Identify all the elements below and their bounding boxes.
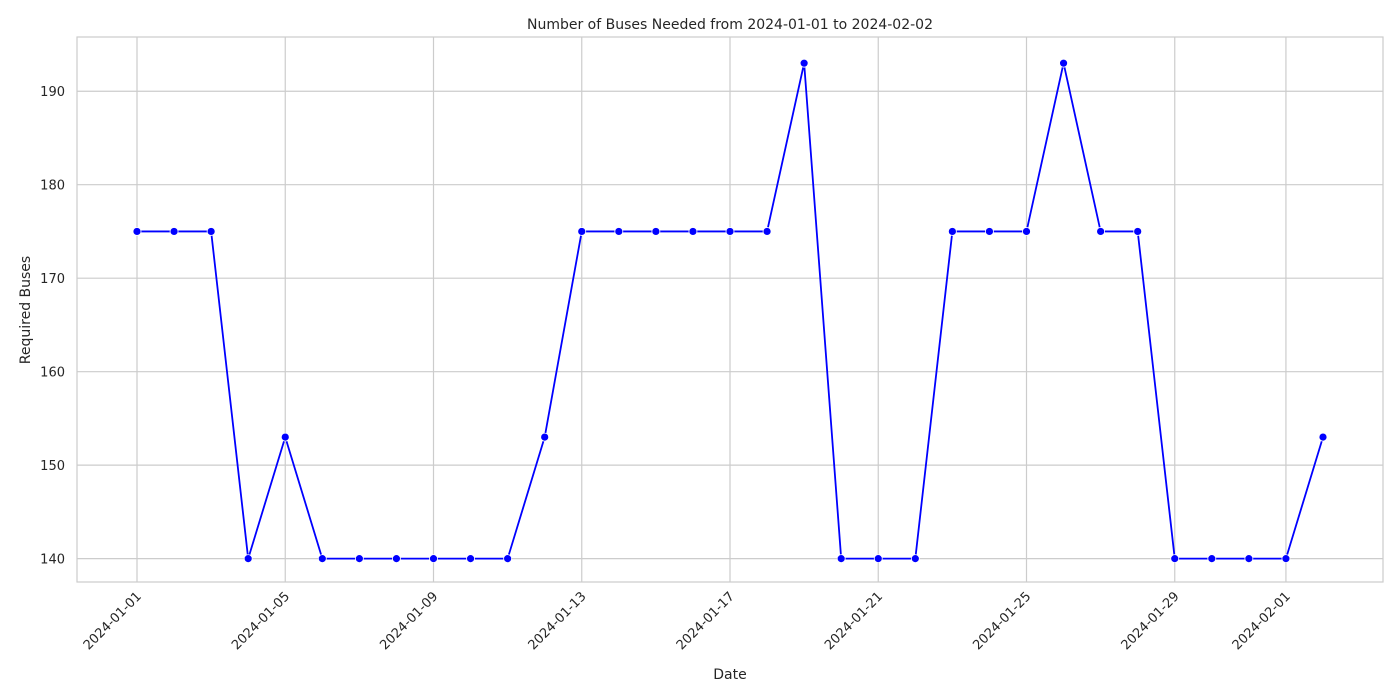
y-axis-ticks: 140 150 160 170 180 190 [40, 85, 65, 567]
data-point [688, 227, 698, 236]
y-tick-label: 190 [40, 85, 65, 100]
data-point [1207, 554, 1217, 564]
data-point [429, 554, 438, 564]
x-axis-title: Date [713, 667, 746, 683]
x-tick-label: 2024-01-17 [674, 589, 738, 653]
data-point [725, 227, 735, 236]
data-point [799, 58, 809, 68]
data-point [280, 432, 290, 442]
data-point [206, 227, 216, 236]
plot-frame [76, 36, 1384, 583]
x-tick-label: 2024-01-05 [229, 589, 293, 653]
data-point [836, 554, 846, 564]
data-point [392, 554, 401, 564]
chart-title: Number of Buses Needed from 2024-01-01 t… [527, 17, 933, 33]
data-point [243, 554, 253, 564]
data-point [1059, 58, 1068, 68]
data-point [169, 227, 179, 236]
data-point [132, 227, 142, 236]
data-point [354, 554, 364, 564]
data-point [1133, 227, 1143, 236]
y-tick-label: 160 [40, 366, 65, 381]
data-point [1096, 227, 1106, 236]
data-point [614, 227, 624, 236]
data-point [503, 554, 513, 564]
series-buses [132, 58, 1328, 564]
data-point [1170, 554, 1180, 564]
x-tick-label: 2024-01-21 [822, 589, 886, 653]
data-point [947, 227, 957, 236]
data-point [985, 227, 994, 236]
x-tick-label: 2024-01-25 [970, 589, 1034, 653]
x-tick-label: 2024-02-01 [1230, 589, 1294, 653]
data-point [317, 554, 327, 564]
data-point [651, 227, 661, 236]
data-point [1281, 554, 1291, 564]
data-point [910, 554, 920, 564]
x-axis-ticks: 2024-01-01 2024-01-05 2024-01-09 2024-01-13… [81, 589, 1294, 653]
data-point [1022, 227, 1031, 236]
grid [77, 37, 1383, 582]
y-tick-label: 170 [40, 272, 65, 287]
y-tick-label: 180 [40, 179, 65, 194]
data-point [466, 554, 475, 564]
data-point [1244, 554, 1254, 564]
y-tick-label: 150 [40, 459, 65, 474]
y-tick-label: 140 [40, 553, 65, 568]
data-point [1318, 432, 1328, 442]
x-tick-label: 2024-01-01 [81, 589, 145, 653]
data-point [577, 227, 587, 236]
x-tick-label: 2024-01-13 [526, 589, 590, 653]
y-axis-title: Required Buses [18, 256, 34, 364]
x-tick-label: 2024-01-09 [377, 589, 441, 653]
data-point [540, 432, 550, 442]
data-point [873, 554, 883, 564]
data-point [762, 227, 772, 236]
x-tick-label: 2024-01-29 [1119, 589, 1183, 653]
